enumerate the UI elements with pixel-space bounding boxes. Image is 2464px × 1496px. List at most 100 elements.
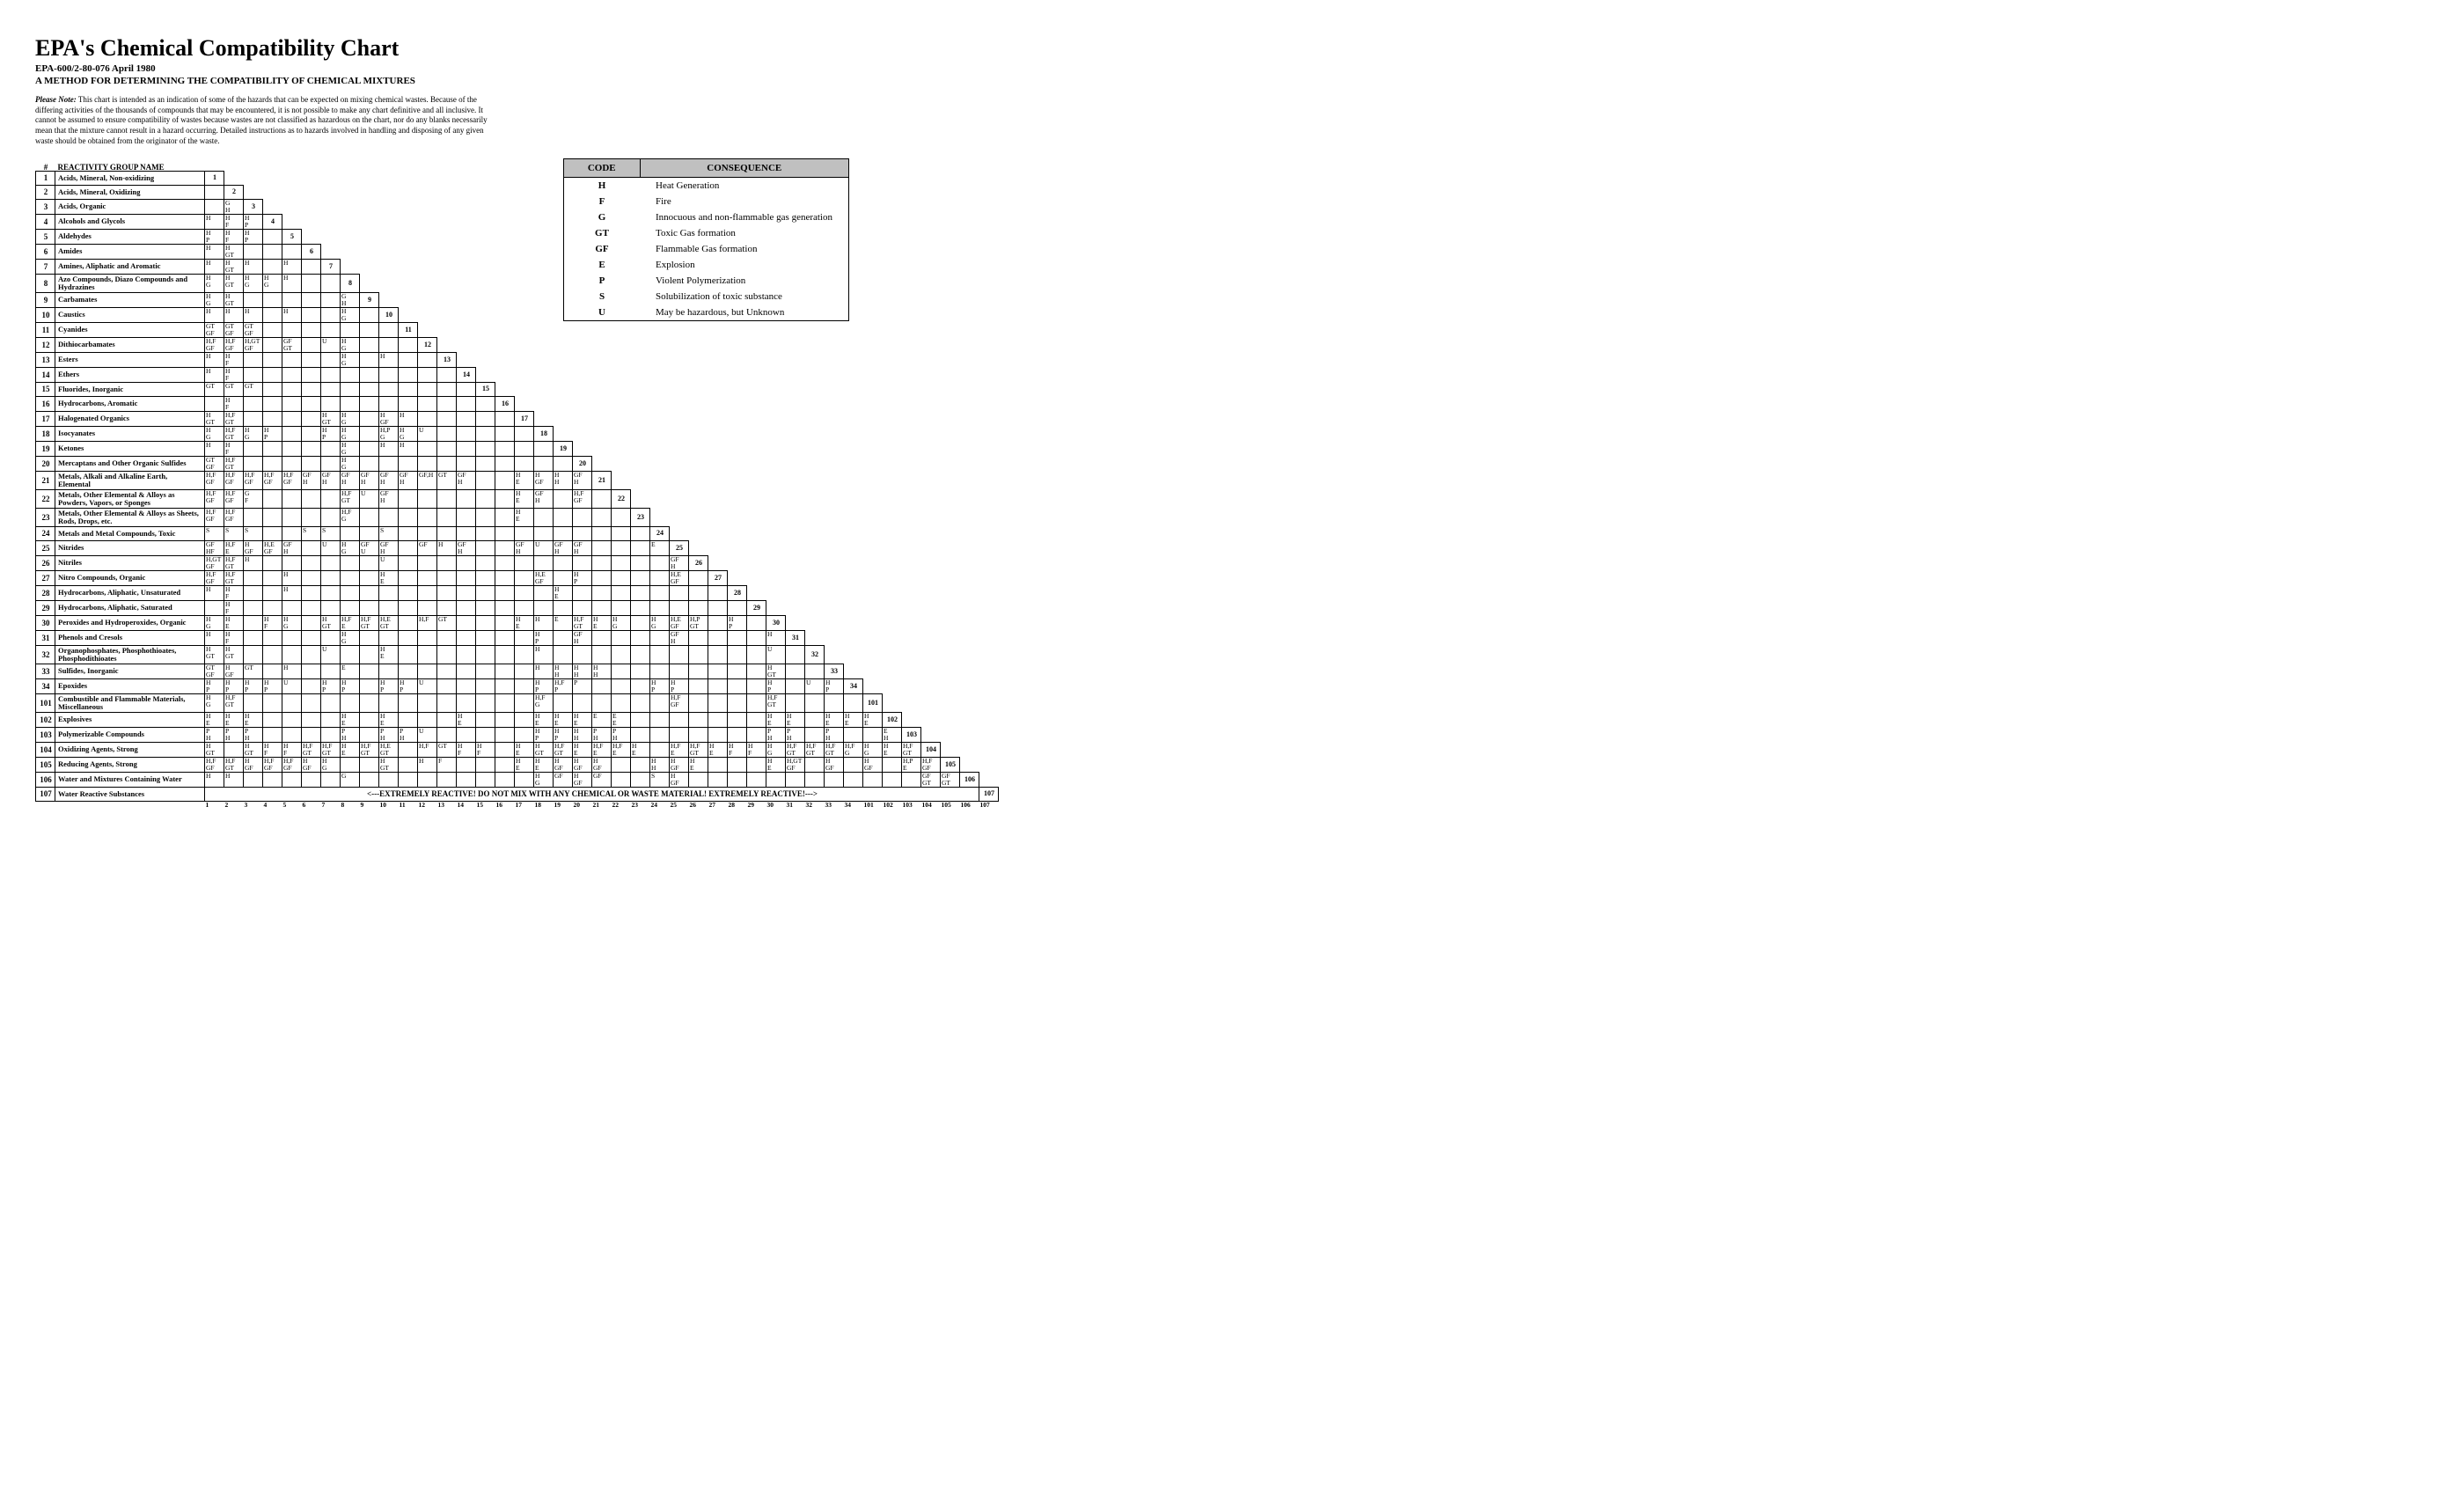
- axis-label: 34: [844, 801, 863, 815]
- matrix-cell: [437, 526, 457, 540]
- matrix-cell: [457, 411, 476, 426]
- row-name: Aldehydes: [55, 229, 205, 244]
- row-name: Nitrides: [55, 540, 205, 555]
- matrix-cell: GF H: [573, 540, 592, 555]
- matrix-cell: H E: [341, 742, 360, 757]
- matrix-cell: P H: [224, 727, 244, 742]
- matrix-cell: [457, 426, 476, 441]
- row-num: 2: [36, 185, 55, 199]
- matrix-cell: [379, 367, 399, 382]
- matrix-cell: H GF: [573, 757, 592, 772]
- row-num: 32: [36, 645, 55, 664]
- matrix-cell: H E: [515, 508, 534, 526]
- matrix-cell: [437, 678, 457, 693]
- diagonal-label: 21: [592, 471, 612, 489]
- matrix-cell: H GT: [321, 411, 341, 426]
- matrix-cell: H P: [379, 678, 399, 693]
- matrix-cell: [457, 441, 476, 456]
- matrix-cell: H: [534, 664, 554, 678]
- row-name: Isocyanates: [55, 426, 205, 441]
- row-name: Water Reactive Substances: [55, 787, 205, 801]
- matrix-cell: [689, 727, 708, 742]
- matrix-cell: [437, 555, 457, 570]
- matrix-cell: [418, 555, 437, 570]
- matrix-cell: [263, 441, 282, 456]
- matrix-cell: GF H: [573, 471, 592, 489]
- matrix-cell: [650, 570, 670, 585]
- matrix-cell: H,F GT: [224, 693, 244, 712]
- matrix-cell: [786, 664, 805, 678]
- matrix-cell: E H: [883, 727, 902, 742]
- matrix-cell: [747, 757, 766, 772]
- matrix-cell: GF: [554, 772, 573, 787]
- matrix-cell: [418, 570, 437, 585]
- matrix-cell: H: [282, 259, 302, 274]
- row-num: 20: [36, 456, 55, 471]
- matrix-cell: [341, 600, 360, 615]
- matrix-cell: [457, 555, 476, 570]
- matrix-cell: [379, 600, 399, 615]
- matrix-cell: H P: [825, 678, 844, 693]
- matrix-cell: [360, 367, 379, 382]
- matrix-cell: [205, 185, 224, 199]
- matrix-cell: [263, 244, 282, 259]
- matrix-cell: [728, 664, 747, 678]
- matrix-cell: [631, 630, 650, 645]
- matrix-cell: [399, 382, 418, 396]
- matrix-cell: [902, 772, 921, 787]
- matrix-cell: H GF: [592, 757, 612, 772]
- row-num: 21: [36, 471, 55, 489]
- matrix-cell: [263, 600, 282, 615]
- matrix-cell: H,F GF: [224, 489, 244, 508]
- matrix-cell: H: [282, 274, 302, 292]
- matrix-cell: [631, 555, 650, 570]
- row-num: 106: [36, 772, 55, 787]
- matrix-cell: H GF: [244, 757, 263, 772]
- matrix-cell: H P: [263, 678, 282, 693]
- matrix-cell: [476, 693, 495, 712]
- matrix-cell: [302, 367, 321, 382]
- matrix-cell: [263, 337, 282, 352]
- matrix-cell: [554, 526, 573, 540]
- matrix-cell: H GF: [379, 411, 399, 426]
- matrix-cell: GT GF: [205, 664, 224, 678]
- matrix-cell: GT: [437, 615, 457, 630]
- matrix-cell: [244, 352, 263, 367]
- matrix-cell: H GT: [205, 645, 224, 664]
- matrix-cell: [631, 693, 650, 712]
- matrix-cell: [244, 645, 263, 664]
- matrix-cell: [534, 585, 554, 600]
- matrix-cell: [302, 441, 321, 456]
- matrix-cell: [321, 352, 341, 367]
- matrix-cell: [457, 585, 476, 600]
- matrix-cell: H E: [515, 615, 534, 630]
- matrix-cell: H GT: [244, 742, 263, 757]
- matrix-cell: [341, 322, 360, 337]
- matrix-cell: [399, 757, 418, 772]
- matrix-cell: [650, 555, 670, 570]
- diagonal-label: 5: [282, 229, 302, 244]
- matrix-cell: [341, 570, 360, 585]
- matrix-cell: H F: [224, 396, 244, 411]
- matrix-cell: GT: [244, 664, 263, 678]
- row-num: 11: [36, 322, 55, 337]
- matrix-cell: [515, 585, 534, 600]
- matrix-cell: [708, 678, 728, 693]
- matrix-cell: [341, 585, 360, 600]
- matrix-cell: [263, 367, 282, 382]
- matrix-cell: [612, 664, 631, 678]
- matrix-cell: [476, 772, 495, 787]
- matrix-cell: H,F GF: [670, 693, 689, 712]
- matrix-cell: H GT: [224, 274, 244, 292]
- matrix-cell: [805, 712, 825, 727]
- row-num: 25: [36, 540, 55, 555]
- row-num: 15: [36, 382, 55, 396]
- matrix-cell: [612, 693, 631, 712]
- matrix-cell: [476, 630, 495, 645]
- matrix-cell: H E: [592, 615, 612, 630]
- matrix-cell: [689, 772, 708, 787]
- matrix-cell: [534, 508, 554, 526]
- row-name: Nitriles: [55, 555, 205, 570]
- row-num: 9: [36, 292, 55, 307]
- matrix-cell: [650, 693, 670, 712]
